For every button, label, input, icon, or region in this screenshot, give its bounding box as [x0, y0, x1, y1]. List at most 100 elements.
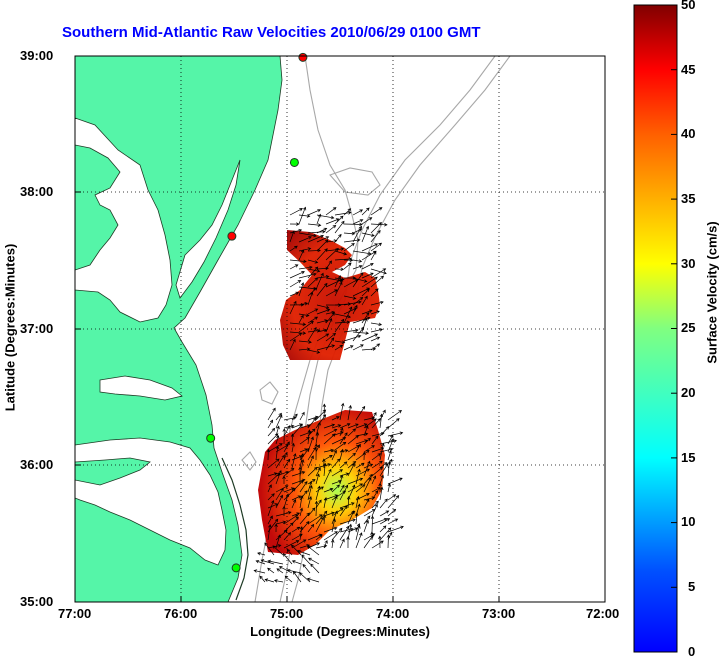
- velocity-arrow: [371, 540, 384, 549]
- velocity-arrow: [331, 469, 344, 477]
- velocity-arrow: [289, 331, 307, 335]
- velocity-arrow: [323, 454, 333, 461]
- velocity-arrow: [291, 455, 303, 461]
- velocity-arrow: [298, 314, 304, 324]
- velocity-arrow: [267, 419, 274, 429]
- velocity-arrow: [291, 423, 303, 437]
- velocity-arrow: [282, 428, 286, 445]
- velocity-arrow: [291, 413, 298, 421]
- velocity-arrow: [267, 427, 276, 437]
- velocity-arrow: [331, 424, 342, 429]
- velocity-arrow: [301, 554, 311, 565]
- velocity-arrow: [343, 328, 359, 333]
- velocity-arrow: [298, 572, 311, 583]
- velocity-arrow: [325, 247, 339, 261]
- velocity-arrow: [315, 431, 320, 445]
- velocity-arrow: [315, 414, 327, 429]
- velocity-arrow: [387, 438, 394, 453]
- velocity-arrow: [352, 225, 362, 243]
- velocity-arrow: [291, 499, 297, 509]
- velocity-arrow: [347, 452, 356, 461]
- velocity-arrow: [286, 548, 293, 556]
- velocity-arrow: [331, 479, 342, 485]
- velocity-arrow: [379, 426, 390, 437]
- velocity-arrow: [274, 523, 278, 533]
- velocity-arrow: [371, 435, 379, 445]
- colorbar-ticks: [671, 4, 677, 588]
- velocity-arrow: [283, 493, 290, 509]
- velocity-arrow: [334, 267, 345, 271]
- velocity-arrow: [361, 295, 368, 306]
- velocity-arrow: [307, 429, 311, 445]
- velocity-arrow: [307, 209, 321, 216]
- velocity-arrow: [343, 307, 358, 315]
- velocity-arrow: [307, 480, 313, 493]
- radar-stations: [206, 52, 308, 573]
- velocity-arrow: [379, 518, 391, 525]
- velocity-arrow: [325, 218, 340, 225]
- velocity-arrow: [334, 313, 352, 319]
- colorbar: [633, 4, 678, 653]
- velocity-arrow: [307, 316, 319, 324]
- velocity-arrow: [275, 529, 288, 541]
- velocity-arrow: [343, 242, 355, 252]
- velocity-arrow: [379, 486, 384, 501]
- velocity-arrow: [331, 484, 340, 493]
- velocity-arrow: [315, 467, 321, 477]
- velocity-arrow: [267, 458, 280, 469]
- velocity-arrow: [387, 450, 392, 461]
- velocity-arrow: [323, 428, 338, 437]
- velocity-arrow: [387, 483, 391, 493]
- velocity-arrow: [323, 539, 328, 549]
- velocity-arrow: [346, 536, 350, 549]
- y-axis-label: Latitude (Degrees:Minutes): [2, 243, 18, 412]
- velocity-arrow: [334, 281, 343, 297]
- velocity-arrow: [325, 317, 333, 333]
- velocity-arrow: [339, 502, 355, 509]
- velocity-arrow: [355, 423, 368, 429]
- velocity-arrow: [275, 494, 283, 509]
- velocity-arrow: [289, 280, 302, 288]
- colorbar-tick-label: 5: [688, 579, 696, 594]
- velocity-arrow: [299, 411, 305, 421]
- velocity-arrow: [307, 326, 317, 342]
- velocity-arrow: [387, 495, 400, 509]
- velocity-arrow: [355, 495, 360, 509]
- velocity-arrow: [343, 262, 352, 270]
- colorbar-tick-label: 25: [681, 320, 696, 335]
- velocity-arrow: [297, 549, 311, 556]
- velocity-arrow: [307, 268, 321, 273]
- velocity-arrow: [299, 495, 304, 509]
- velocity-arrow: [291, 539, 307, 549]
- velocity-arrow: [282, 475, 286, 485]
- velocity-arrow: [370, 328, 384, 333]
- velocity-arrow: [352, 250, 372, 256]
- velocity-arrow: [299, 490, 308, 501]
- velocity-arrow: [361, 312, 370, 324]
- velocity-arrow: [267, 407, 276, 421]
- velocity-arrow: [299, 459, 305, 477]
- velocity-arrow: [355, 443, 361, 453]
- velocity-arrow: [387, 477, 403, 485]
- velocity-arrow: [267, 524, 272, 541]
- colorbar-tick-label: 10: [681, 514, 696, 529]
- velocity-arrow: [334, 233, 342, 243]
- radar-station-marker: [231, 563, 241, 573]
- velocity-arrow: [355, 532, 363, 549]
- velocity-arrow: [371, 475, 377, 485]
- velocity-arrow: [307, 484, 313, 501]
- velocity-arrow: [275, 534, 281, 549]
- velocity-arrow: [267, 499, 275, 517]
- axis-ticks: [75, 191, 500, 602]
- velocity-arrow: [315, 473, 320, 485]
- x-tick-label: 77:00: [58, 606, 92, 621]
- velocity-arrow: [347, 428, 357, 437]
- velocity-arrow: [289, 222, 300, 226]
- velocity-vectors: [253, 206, 404, 583]
- velocity-arrow: [339, 402, 345, 421]
- velocity-arrow: [299, 424, 311, 429]
- velocity-arrow: [334, 344, 344, 351]
- x-tick-label: 74:00: [376, 606, 410, 621]
- velocity-arrow: [283, 540, 300, 549]
- velocity-arrow: [282, 553, 293, 565]
